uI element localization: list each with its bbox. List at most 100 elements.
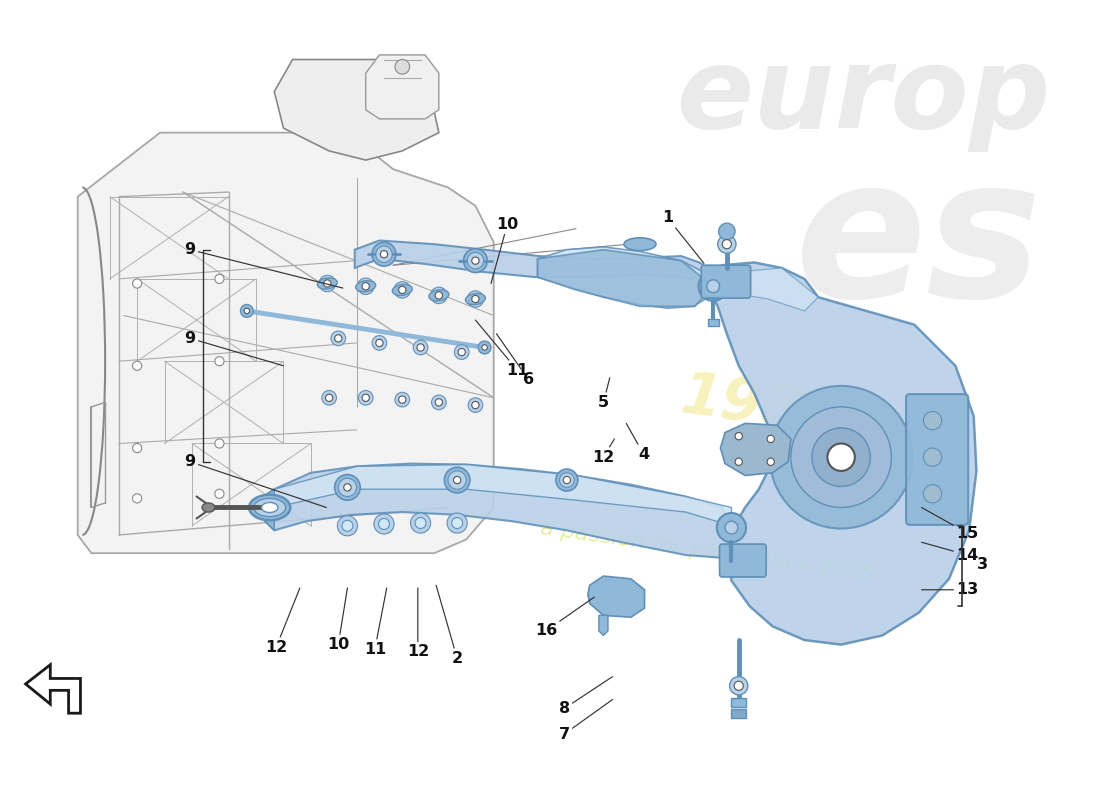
Circle shape — [447, 513, 468, 533]
Circle shape — [398, 286, 406, 294]
Polygon shape — [274, 465, 732, 526]
Text: 15: 15 — [922, 507, 978, 541]
Circle shape — [342, 520, 353, 531]
Text: 11: 11 — [475, 320, 529, 378]
Circle shape — [923, 411, 942, 430]
Circle shape — [563, 477, 571, 484]
Circle shape — [452, 518, 463, 529]
Ellipse shape — [429, 290, 449, 301]
Ellipse shape — [393, 284, 412, 295]
Circle shape — [378, 518, 389, 530]
Circle shape — [436, 398, 442, 406]
Circle shape — [322, 390, 337, 405]
Circle shape — [214, 439, 224, 448]
Circle shape — [770, 386, 912, 529]
Circle shape — [344, 484, 351, 491]
Text: 9: 9 — [185, 331, 284, 366]
Polygon shape — [538, 250, 713, 306]
Polygon shape — [720, 423, 791, 475]
Text: 11: 11 — [364, 588, 387, 657]
Text: 12: 12 — [265, 588, 300, 655]
Circle shape — [560, 473, 574, 487]
Circle shape — [556, 469, 578, 491]
Ellipse shape — [465, 294, 485, 305]
Polygon shape — [78, 133, 494, 554]
Circle shape — [362, 282, 370, 290]
Circle shape — [812, 428, 870, 486]
Circle shape — [729, 677, 748, 695]
Circle shape — [326, 394, 333, 402]
Polygon shape — [598, 615, 608, 635]
Text: 8: 8 — [559, 677, 613, 716]
Text: 10: 10 — [327, 588, 350, 652]
Text: 14: 14 — [922, 542, 978, 562]
Text: 12: 12 — [407, 588, 429, 659]
Polygon shape — [261, 464, 732, 558]
Circle shape — [394, 282, 410, 298]
Circle shape — [791, 407, 891, 507]
Circle shape — [472, 257, 480, 264]
Ellipse shape — [254, 498, 286, 517]
Circle shape — [463, 249, 487, 273]
Bar — [732, 698, 746, 707]
Text: 5: 5 — [598, 378, 609, 410]
Polygon shape — [25, 665, 80, 714]
Circle shape — [468, 253, 484, 269]
Polygon shape — [274, 59, 439, 160]
Circle shape — [323, 280, 331, 287]
Circle shape — [478, 341, 491, 354]
Circle shape — [735, 458, 743, 466]
Polygon shape — [587, 576, 645, 618]
Text: 7: 7 — [559, 699, 613, 742]
Circle shape — [482, 345, 487, 350]
Circle shape — [417, 344, 425, 351]
Circle shape — [706, 280, 719, 293]
Circle shape — [395, 392, 409, 407]
Circle shape — [923, 448, 942, 466]
Text: 6: 6 — [496, 334, 534, 387]
Text: 12: 12 — [592, 439, 615, 465]
Circle shape — [458, 349, 465, 356]
Circle shape — [214, 357, 224, 366]
Circle shape — [472, 402, 480, 409]
Text: 4: 4 — [626, 423, 649, 462]
Circle shape — [718, 223, 735, 240]
Circle shape — [372, 242, 396, 266]
Circle shape — [698, 272, 728, 301]
Circle shape — [372, 336, 387, 350]
Circle shape — [431, 395, 447, 410]
FancyBboxPatch shape — [906, 394, 968, 525]
Circle shape — [334, 334, 342, 342]
Circle shape — [133, 362, 142, 370]
Circle shape — [923, 485, 942, 503]
Circle shape — [468, 291, 484, 307]
Circle shape — [362, 394, 370, 402]
Polygon shape — [354, 241, 713, 281]
Circle shape — [430, 287, 447, 304]
Text: es: es — [795, 150, 1043, 338]
Circle shape — [767, 435, 774, 442]
Text: 3: 3 — [977, 557, 988, 572]
Ellipse shape — [355, 281, 376, 292]
Circle shape — [717, 513, 746, 542]
Circle shape — [735, 433, 743, 440]
FancyBboxPatch shape — [701, 266, 750, 298]
Polygon shape — [261, 490, 274, 530]
Circle shape — [214, 490, 224, 498]
Text: 1985: 1985 — [676, 367, 846, 446]
Circle shape — [444, 467, 470, 493]
Circle shape — [334, 474, 360, 500]
Circle shape — [767, 458, 774, 466]
Text: 1: 1 — [662, 210, 704, 263]
Circle shape — [374, 514, 394, 534]
Circle shape — [133, 494, 142, 503]
Circle shape — [214, 274, 224, 283]
Circle shape — [381, 250, 387, 258]
Circle shape — [472, 295, 480, 302]
Circle shape — [133, 443, 142, 453]
Circle shape — [436, 292, 442, 299]
Circle shape — [469, 398, 483, 413]
Circle shape — [410, 513, 430, 533]
Text: 2: 2 — [436, 586, 463, 666]
Text: europ: europ — [676, 41, 1050, 152]
